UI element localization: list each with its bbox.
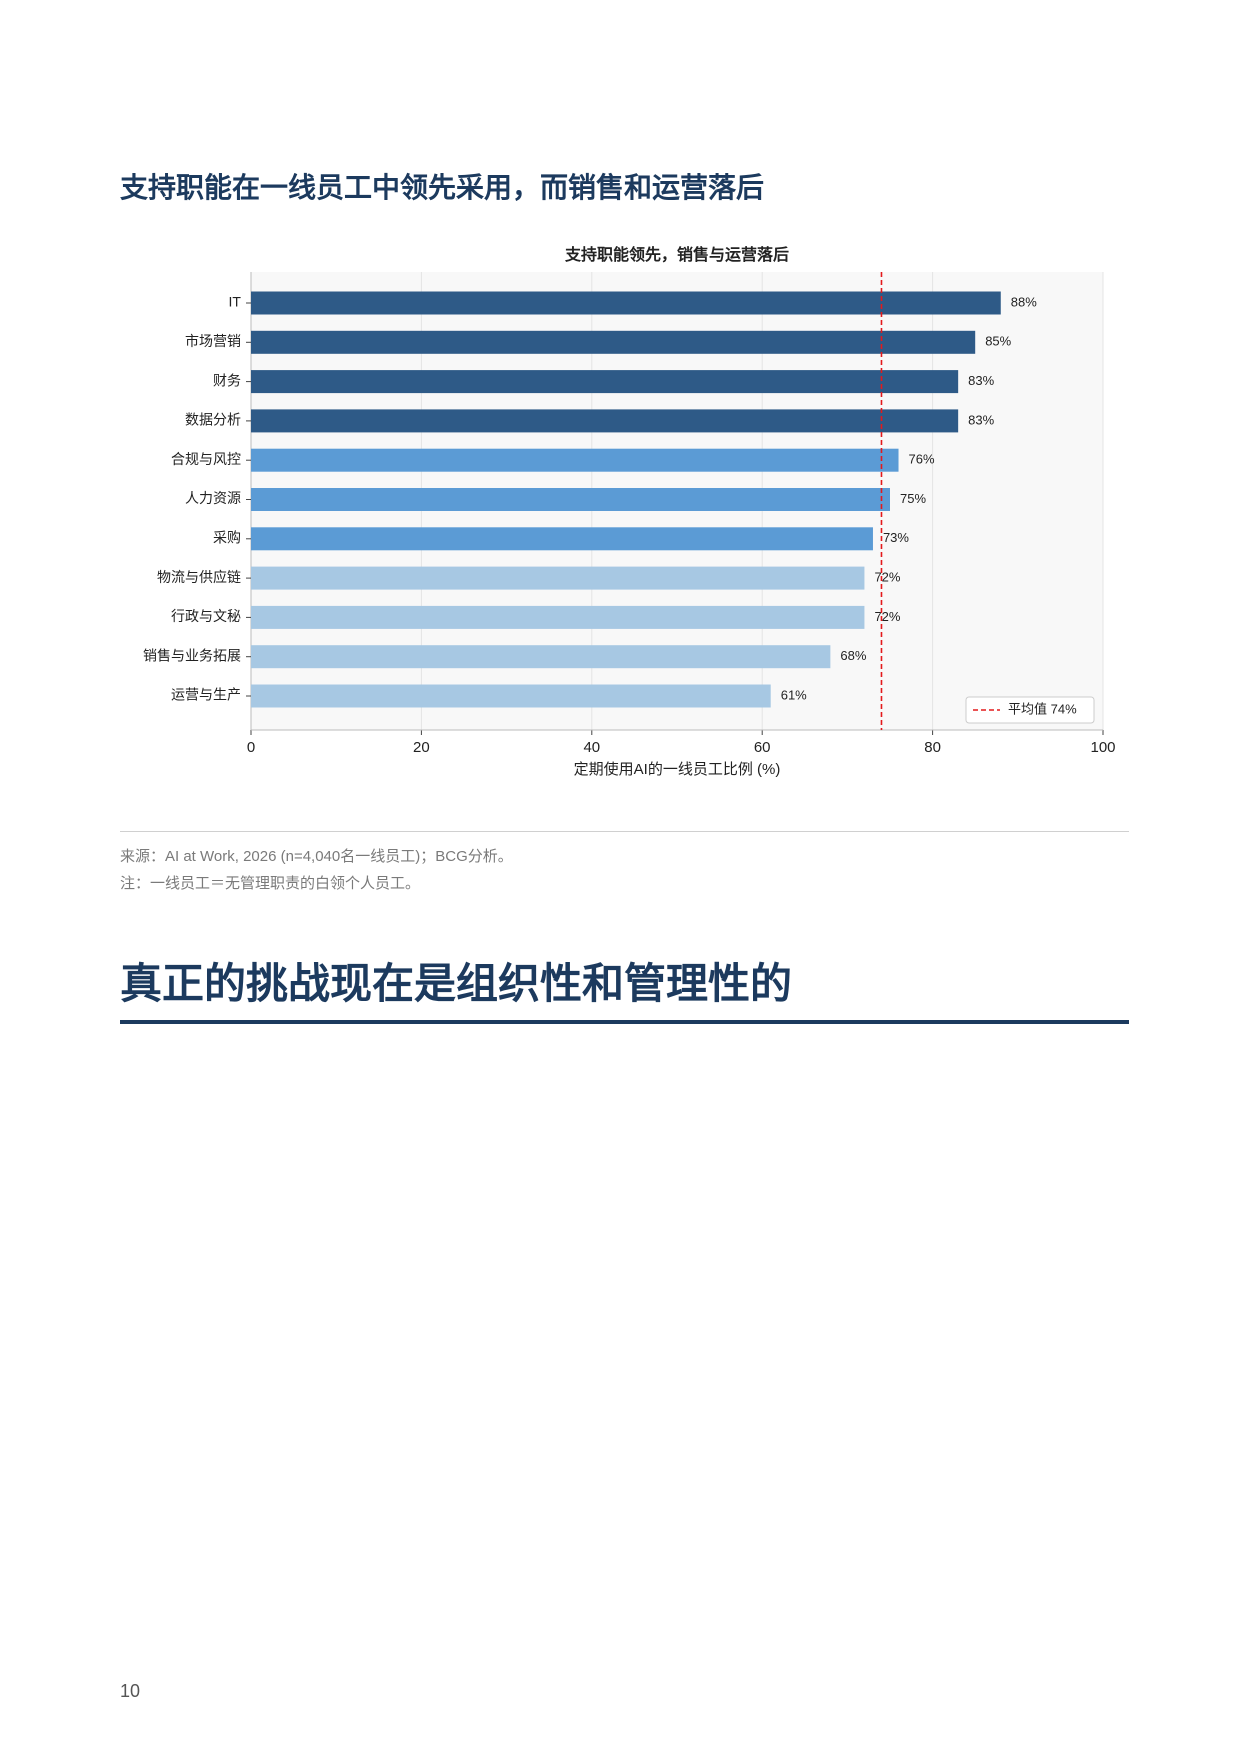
separator: [120, 831, 1129, 832]
y-tick-label: 销售与业务拓展: [143, 647, 241, 663]
bar: [251, 448, 899, 472]
value-label: 83%: [968, 412, 994, 427]
y-tick-label: 数据分析: [185, 412, 241, 428]
bar: [251, 488, 890, 511]
value-label: 76%: [909, 452, 935, 467]
y-tick-label: 采购: [213, 530, 241, 546]
y-tick-label: 行政与文秘: [171, 608, 241, 624]
section-rule: [120, 1020, 1129, 1024]
value-label: 72%: [874, 609, 900, 624]
y-tick-label: IT: [229, 294, 242, 310]
value-label: 83%: [968, 373, 994, 388]
x-tick-label: 60: [754, 739, 771, 756]
y-tick-label: 市场营销: [185, 333, 241, 349]
x-tick-label: 0: [247, 739, 255, 756]
bar: [251, 645, 831, 669]
bar: [251, 370, 959, 394]
y-tick-label: 物流与供应链: [157, 569, 241, 585]
x-tick-label: 20: [413, 739, 430, 756]
x-axis-label: 定期使用AI的一线员工比例 (%): [574, 761, 781, 778]
y-tick-label: 财务: [213, 372, 241, 388]
heading: 支持职能在一线员工中领先采用，而销售和运营落后: [120, 172, 765, 203]
bar: [251, 291, 1001, 315]
x-tick-label: 80: [924, 739, 941, 756]
bar: [251, 566, 865, 590]
source-note: 来源：AI at Work, 2026 (n=4,040名一线员工)；BCG分析…: [120, 848, 513, 865]
x-tick-label: 100: [1090, 739, 1115, 756]
page-number: 10: [120, 1681, 141, 1701]
value-label: 72%: [874, 570, 900, 585]
bar: [251, 605, 865, 629]
bar: [251, 330, 976, 354]
x-tick-label: 40: [583, 739, 600, 756]
legend-label: 平均值 74%: [1008, 701, 1077, 716]
bar: [251, 409, 959, 433]
legend-box: [965, 696, 1095, 724]
value-label: 75%: [900, 491, 926, 506]
y-tick-label: 合规与风控: [171, 451, 241, 467]
bar: [251, 527, 873, 551]
value-label: 88%: [1011, 294, 1037, 309]
value-label: 73%: [883, 530, 909, 545]
y-tick-label: 运营与生产: [171, 687, 241, 703]
y-tick-label: 人力资源: [185, 490, 241, 506]
note: 注：一线员工＝无管理职责的白领个人员工。: [120, 875, 421, 892]
section-title: 真正的挑战现在是组织性和管理性的: [120, 960, 793, 1007]
value-label: 61%: [781, 687, 807, 702]
chart: 支持职能领先，销售与运营落后 0 20 40 60 80 100 定期使用AI的一线员工比例 …: [143, 245, 1116, 778]
value-label: 85%: [985, 334, 1011, 349]
chart-title: 支持职能领先，销售与运营落后: [564, 245, 789, 264]
value-label: 68%: [840, 648, 866, 663]
bar: [251, 684, 771, 708]
